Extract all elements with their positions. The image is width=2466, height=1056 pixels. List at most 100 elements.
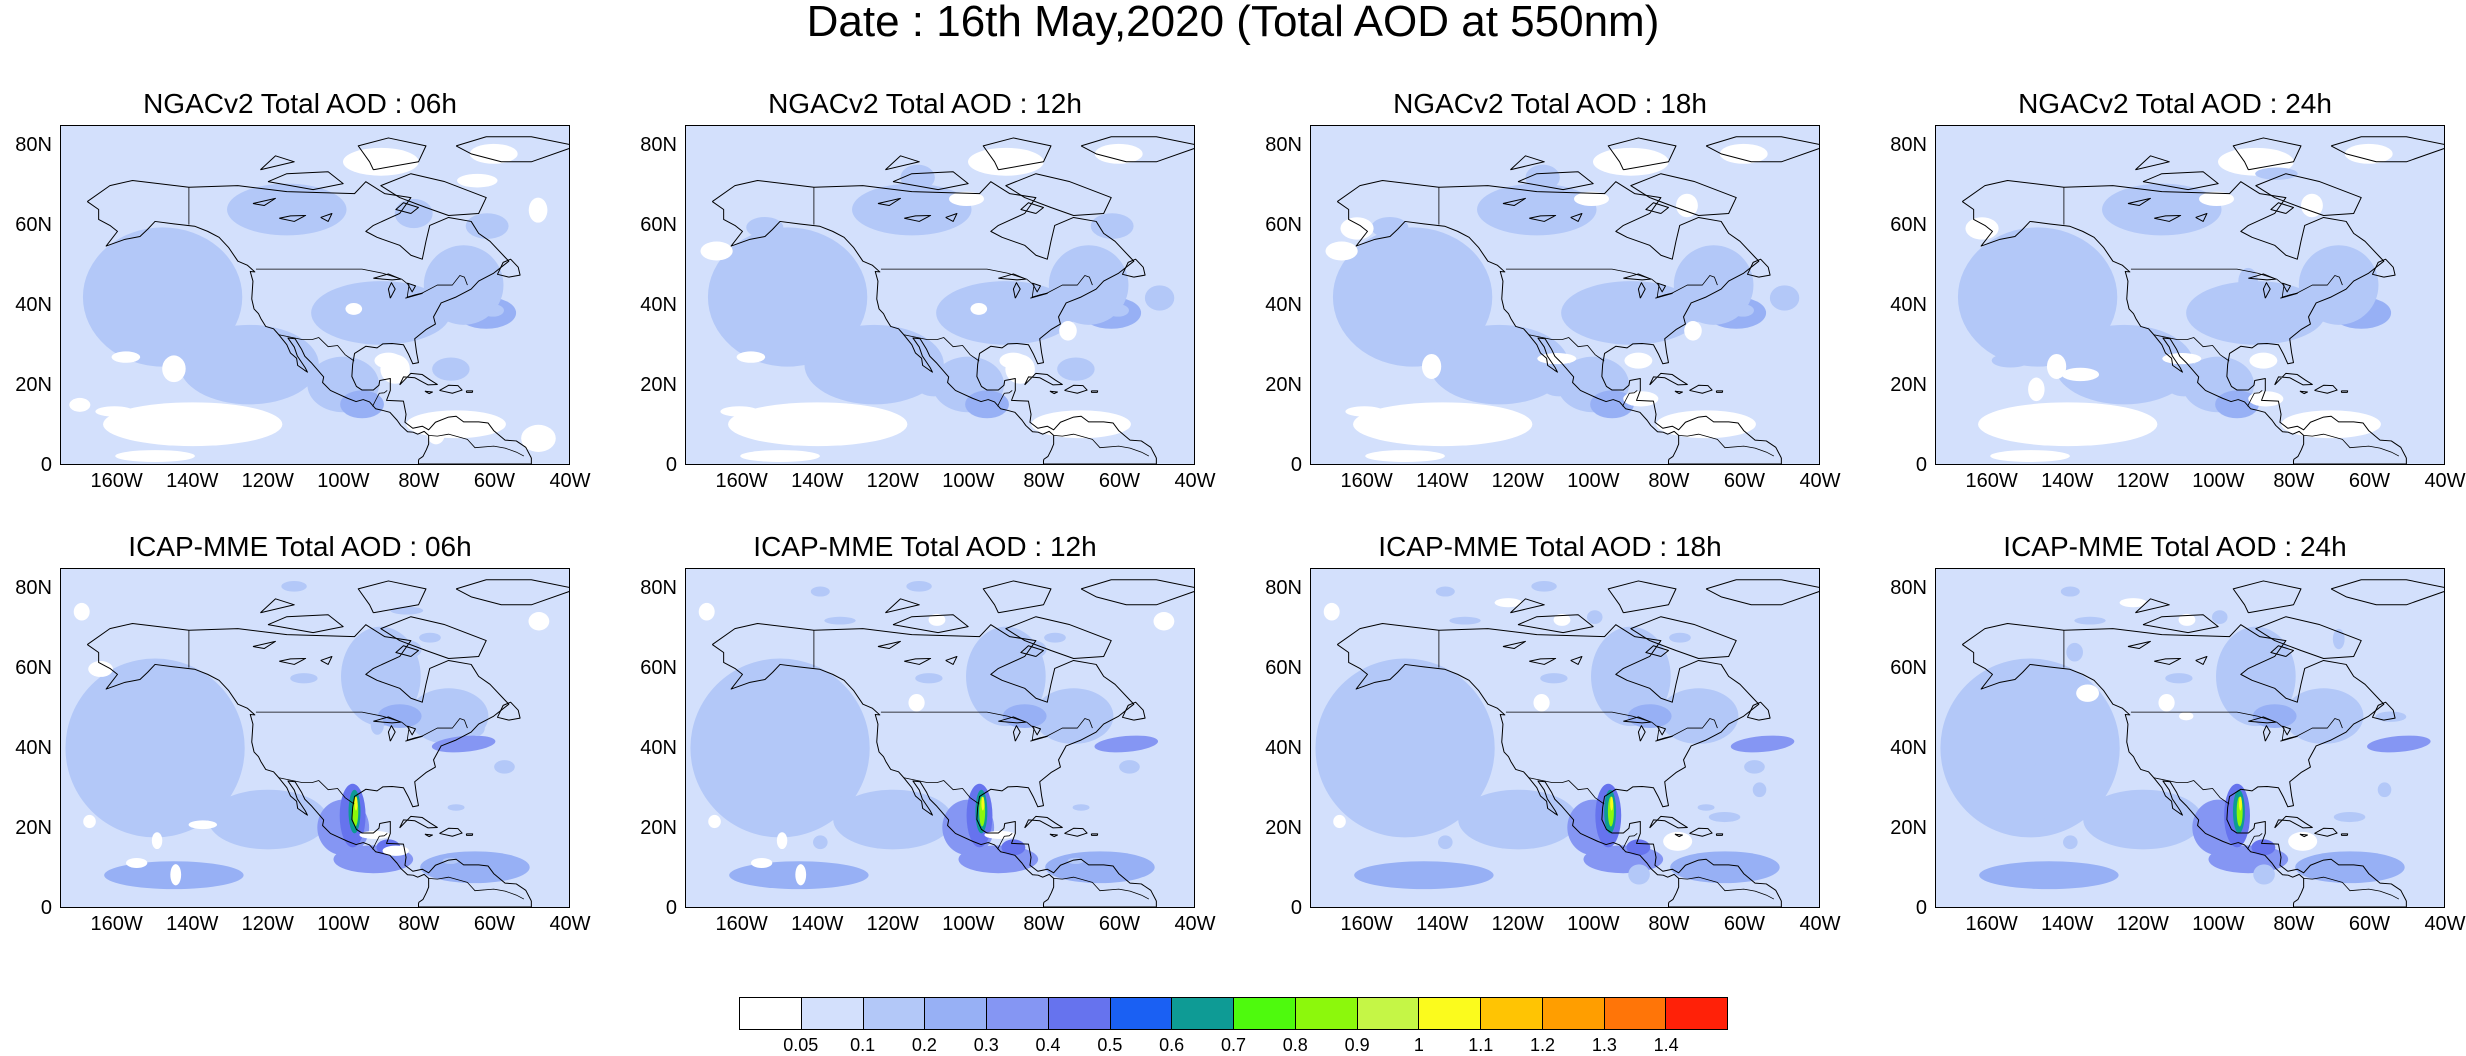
aod-speck bbox=[746, 216, 784, 238]
aod-speck bbox=[1059, 320, 1077, 341]
lon-tick-label: 60W bbox=[1098, 913, 1140, 935]
aod-speck bbox=[810, 586, 830, 597]
aod-speck bbox=[468, 720, 485, 736]
aod-speck bbox=[1371, 216, 1409, 238]
colorbar-tick-label: 0.9 bbox=[1344, 1035, 1370, 1055]
lat-tick-label: 40N bbox=[1265, 294, 1302, 316]
aod-speck bbox=[1525, 164, 1560, 191]
aod-clean-greenland bbox=[1719, 143, 1768, 164]
aod-speck bbox=[2061, 367, 2100, 382]
lon-tick-label: 80W bbox=[1648, 913, 1690, 935]
aod-speck bbox=[1540, 673, 1568, 684]
aod-speck bbox=[2332, 272, 2356, 295]
aod-patch-central-america bbox=[340, 390, 384, 419]
coastline-island bbox=[424, 833, 433, 838]
border-us-canada bbox=[880, 711, 1093, 741]
lon-tick-label: 100W bbox=[317, 913, 370, 935]
lat-tick-label: 0 bbox=[40, 454, 52, 476]
lat-tick-label: 40N bbox=[640, 737, 677, 759]
lat-tick-label: 60N bbox=[1265, 657, 1302, 679]
aod-speck bbox=[528, 612, 550, 631]
border-south-america bbox=[1678, 433, 1775, 457]
lat-tick-label: 20N bbox=[640, 374, 677, 396]
aod-speck bbox=[816, 348, 848, 376]
aod-speck bbox=[2179, 711, 2194, 721]
coastline-island bbox=[1570, 212, 1583, 222]
coastline-lake bbox=[2262, 282, 2271, 299]
aod-patch-northeast bbox=[1673, 245, 1754, 325]
aod-clean-equator bbox=[1365, 450, 1445, 463]
lon-tick-label: 160W bbox=[1965, 470, 2018, 492]
coastline-west bbox=[1962, 644, 2407, 907]
aod-field bbox=[1311, 126, 1819, 464]
aod-speck bbox=[188, 820, 218, 830]
coastline-island bbox=[2340, 390, 2349, 393]
coastline-lake bbox=[279, 214, 307, 222]
coastline-island bbox=[1080, 579, 1194, 606]
coastline-island bbox=[496, 258, 521, 278]
coastline-north-america bbox=[712, 622, 1157, 902]
coastline-island bbox=[1607, 580, 1677, 614]
coastline-island bbox=[1080, 136, 1194, 163]
aod-map bbox=[1935, 568, 2445, 908]
aod-speck bbox=[1435, 586, 1455, 597]
coastline-lake bbox=[2127, 197, 2151, 207]
lon-tick-label: 100W bbox=[1567, 913, 1620, 935]
aod-clean-arctic bbox=[343, 147, 419, 176]
lon-tick-label: 160W bbox=[1340, 470, 1393, 492]
border-us-canada bbox=[1505, 711, 1718, 741]
aod-speck bbox=[1107, 304, 1129, 317]
aod-speck bbox=[970, 302, 988, 315]
coastline-lake bbox=[252, 640, 276, 650]
colorbar-tick-label: 1.1 bbox=[1468, 1035, 1494, 1055]
aod-field bbox=[61, 126, 569, 464]
border-us-mexico bbox=[1528, 334, 1605, 362]
coastline-island bbox=[2255, 173, 2362, 216]
aod-speck bbox=[494, 760, 515, 774]
aod-speck bbox=[528, 197, 548, 223]
aod-speck bbox=[111, 351, 141, 363]
lat-tick-label: 0 bbox=[40, 897, 52, 919]
aod-patch-south-caribbean bbox=[1670, 851, 1780, 884]
aod-map bbox=[1310, 568, 1820, 908]
aod-speck bbox=[1533, 693, 1550, 712]
aod-map bbox=[60, 125, 570, 465]
border-us-mexico bbox=[278, 334, 355, 362]
aod-speck bbox=[900, 164, 935, 191]
coastlines bbox=[712, 136, 1194, 464]
aod-clean-tropical-pacific bbox=[1353, 402, 1533, 447]
border-us-canada bbox=[255, 268, 468, 298]
coastline-lake bbox=[877, 197, 901, 207]
aod-speck bbox=[126, 857, 148, 868]
aod-speck bbox=[700, 241, 733, 261]
aod-speck bbox=[824, 616, 856, 625]
lon-tick-label: 100W bbox=[2192, 913, 2245, 935]
aod-colorbar bbox=[739, 997, 1728, 1030]
aod-speck bbox=[2219, 286, 2241, 310]
aod-speck bbox=[1989, 738, 2013, 755]
aod-map bbox=[1310, 125, 1820, 465]
lat-tick-label: 60N bbox=[15, 214, 52, 236]
lon-tick-label: 100W bbox=[2192, 470, 2245, 492]
aod-speck bbox=[1438, 835, 1453, 850]
coastline-island bbox=[1020, 645, 1044, 657]
aod-speck bbox=[1494, 598, 1522, 608]
aod-patch-north-canada bbox=[2102, 183, 2222, 236]
lon-tick-label: 100W bbox=[942, 913, 995, 935]
lon-tick-label: 40W bbox=[1174, 470, 1216, 492]
coastline-island bbox=[1121, 258, 1146, 278]
panel-title: NGACv2 Total AOD : 24h bbox=[2018, 88, 2332, 119]
aod-speck bbox=[88, 661, 113, 677]
main-title: Date : 16th May,2020 (Total AOD at 550nm… bbox=[806, 0, 1660, 46]
border-mexico-guatemala bbox=[997, 833, 1013, 850]
lon-tick-label: 80W bbox=[398, 470, 440, 492]
colorbar-tick-label: 0.3 bbox=[973, 1035, 999, 1055]
coastline-island bbox=[2314, 827, 2338, 837]
lat-tick-label: 80N bbox=[1890, 577, 1927, 599]
coastline-island bbox=[1674, 833, 1683, 838]
border-south-america bbox=[1053, 433, 1150, 457]
aod-speck bbox=[2045, 406, 2063, 436]
lon-tick-label: 80W bbox=[398, 913, 440, 935]
coastline-north-america bbox=[1962, 179, 2407, 459]
aod-speck bbox=[1325, 241, 1358, 261]
